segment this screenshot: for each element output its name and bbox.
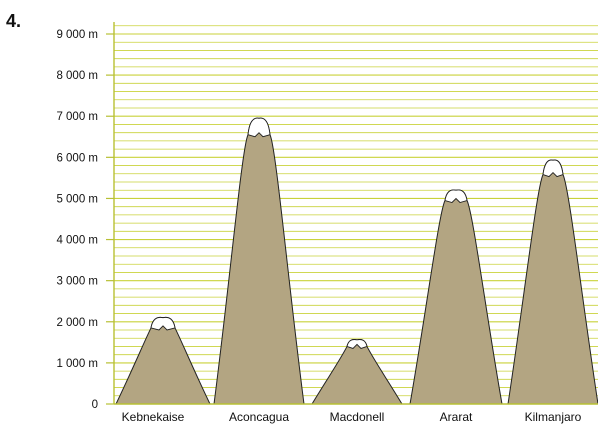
y-tick-label: 8 000 m xyxy=(56,70,98,82)
y-tick-label: 7 000 m xyxy=(56,111,98,123)
mountain-aconcagua xyxy=(213,117,305,405)
x-tick-label: Kilmanjaro xyxy=(525,410,582,424)
snow-cap xyxy=(542,159,564,178)
y-tick-label: 4 000 m xyxy=(56,235,98,247)
grid-lines xyxy=(114,25,598,397)
snow-cap xyxy=(444,189,468,204)
y-tick-label: 0 xyxy=(92,399,98,411)
y-tick-label: 5 000 m xyxy=(56,193,98,205)
mountain-kilmanjaro xyxy=(507,159,598,405)
x-tick-label: Kebnekaise xyxy=(122,410,185,424)
mountain-macdonell xyxy=(311,339,403,405)
x-tick-label: Aconcagua xyxy=(229,410,289,424)
snow-cap xyxy=(150,316,176,331)
y-axis-ticks: 0 1 000 m 2 000 m 3 000 m 4 000 m 5 000 m 6 00… xyxy=(56,29,114,411)
x-tick-label: Macdonell xyxy=(330,410,385,424)
question-number: 4. xyxy=(6,11,21,31)
snow-cap xyxy=(346,339,368,349)
mountains xyxy=(115,117,598,405)
y-tick-label: 6 000 m xyxy=(56,152,98,164)
y-tick-label: 3 000 m xyxy=(56,276,98,288)
y-tick-label: 1 000 m xyxy=(56,358,98,370)
x-tick-label: Ararat xyxy=(440,410,473,424)
y-tick-label: 9 000 m xyxy=(56,29,98,41)
y-tick-label: 2 000 m xyxy=(56,317,98,329)
snow-cap xyxy=(247,117,271,138)
x-axis-labels: Kebnekaise Aconcagua Macdonell Ararat Kilman… xyxy=(122,410,582,424)
